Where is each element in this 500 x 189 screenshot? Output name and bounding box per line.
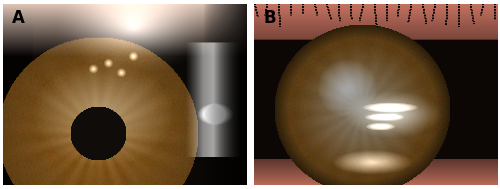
Text: A: A	[12, 9, 25, 27]
Text: B: B	[264, 9, 276, 27]
